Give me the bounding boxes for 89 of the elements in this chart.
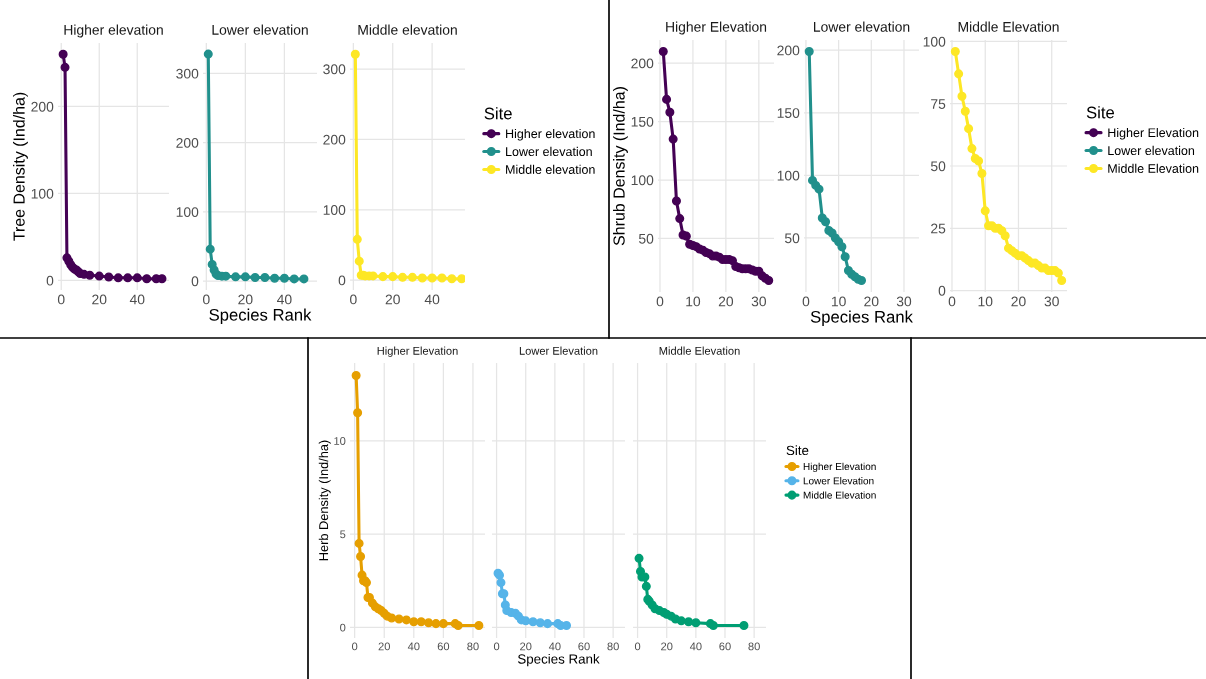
y-tick-label: 25 [931, 223, 946, 234]
chart-title: Lower elevation [814, 21, 910, 32]
x-tick-label: 0 [203, 294, 210, 305]
legend-title: Site [484, 107, 512, 120]
x-axis-title: Species Rank [517, 653, 600, 667]
y-tick-label: 0 [340, 623, 346, 632]
y-tick-label: 150 [777, 108, 800, 118]
legend-title: Site [1086, 106, 1115, 119]
x-tick-label: 20 [378, 642, 390, 651]
y-axis-title: Tree Density (Ind/ha) [13, 92, 28, 241]
x-tick-label: 40 [129, 294, 145, 305]
chart-title: Higher elevation [64, 24, 163, 38]
y-tick-label: 50 [638, 233, 654, 244]
x-tick-label: 0 [802, 296, 810, 307]
legend-title: Site [786, 445, 809, 456]
x-tick-label: 10 [831, 296, 846, 307]
legend-label: Middle elevation [506, 164, 595, 174]
x-tick-label: 20 [718, 296, 734, 307]
chart-title: Lower Elevation [519, 346, 598, 355]
y-tick-label: 0 [938, 285, 946, 296]
y-axis-title: Shrub Density (Ind/ha) [613, 87, 628, 246]
x-tick-label: 0 [352, 642, 358, 651]
x-tick-label: 20 [864, 296, 879, 307]
x-tick-label: 30 [896, 296, 912, 307]
y-tick-label: 300 [323, 64, 346, 75]
chart-title: Lower elevation [212, 24, 308, 35]
y-tick-label: 5 [340, 530, 346, 539]
y-tick-label: 75 [931, 99, 946, 109]
y-tick-label: 100 [323, 205, 346, 215]
x-tick-label: 10 [978, 296, 993, 307]
x-tick-label: 40 [277, 294, 292, 305]
x-tick-label: 20 [1011, 296, 1026, 307]
x-tick-label: 20 [238, 294, 253, 305]
x-tick-label: 20 [92, 294, 107, 305]
x-tick-label: 0 [656, 296, 664, 307]
chart-title: Middle elevation [358, 24, 457, 35]
x-tick-label: 40 [407, 642, 420, 651]
chart-title: Higher Elevation [377, 346, 458, 357]
x-tick-label: 0 [57, 294, 65, 305]
x-tick-label: 20 [520, 642, 532, 651]
legend-label: Higher Elevation [1108, 127, 1199, 140]
x-tick-label: 80 [467, 642, 479, 651]
y-tick-label: 200 [323, 134, 346, 145]
x-tick-label: 30 [751, 296, 767, 307]
x-tick-label: 0 [350, 294, 357, 305]
y-tick-label: 50 [784, 233, 800, 244]
chart-title: Middle Elevation [958, 21, 1059, 32]
x-tick-label: 40 [424, 294, 440, 305]
y-tick-label: 200 [31, 101, 54, 112]
y-tick-label: 200 [777, 45, 800, 56]
chart-title: Higher Elevation [666, 21, 767, 35]
legend-label: Middle Elevation [803, 491, 876, 499]
y-tick-label: 100 [777, 170, 800, 181]
x-tick-label: 40 [548, 642, 561, 651]
x-tick-label: 60 [437, 642, 450, 651]
y-tick-label: 100 [31, 188, 54, 199]
y-tick-label: 150 [631, 116, 654, 127]
y-tick-label: 100 [923, 36, 946, 47]
x-tick-label: 0 [948, 296, 956, 307]
y-tick-label: 200 [631, 58, 654, 69]
x-tick-label: 80 [607, 642, 619, 651]
legend-label: Lower elevation [1108, 145, 1195, 156]
legend-label: Lower elevation [506, 146, 592, 157]
x-tick-label: 20 [661, 642, 673, 651]
x-tick-label: 60 [578, 642, 590, 651]
legend-label: Middle Elevation [1108, 163, 1199, 173]
y-tick-label: 50 [930, 161, 946, 172]
x-tick-label: 80 [748, 642, 760, 651]
x-tick-label: 10 [686, 296, 701, 307]
chart-title: Middle Elevation [659, 346, 740, 355]
y-tick-label: 10 [334, 437, 346, 445]
y-tick-label: 0 [191, 276, 199, 287]
y-tick-label: 0 [338, 275, 346, 286]
y-tick-label: 200 [176, 137, 199, 148]
x-tick-label: 30 [1044, 296, 1059, 307]
y-tick-label: 100 [176, 207, 199, 217]
x-tick-label: 0 [493, 642, 500, 651]
y-tick-label: 0 [46, 275, 54, 286]
x-axis-title: Species Rank [209, 308, 312, 325]
legend-label: Lower Elevation [803, 477, 874, 485]
y-tick-label: 300 [176, 68, 199, 79]
legend-label: Higher elevation [506, 128, 595, 141]
legend-label: Higher Elevation [803, 462, 876, 473]
y-tick-label: 100 [631, 175, 654, 186]
x-tick-label: 60 [719, 642, 731, 651]
y-axis-title: Herb Density (Ind/ha) [318, 440, 331, 561]
x-axis-title: Species Rank [810, 310, 913, 327]
x-tick-label: 40 [689, 642, 702, 651]
x-tick-label: 20 [385, 294, 400, 305]
